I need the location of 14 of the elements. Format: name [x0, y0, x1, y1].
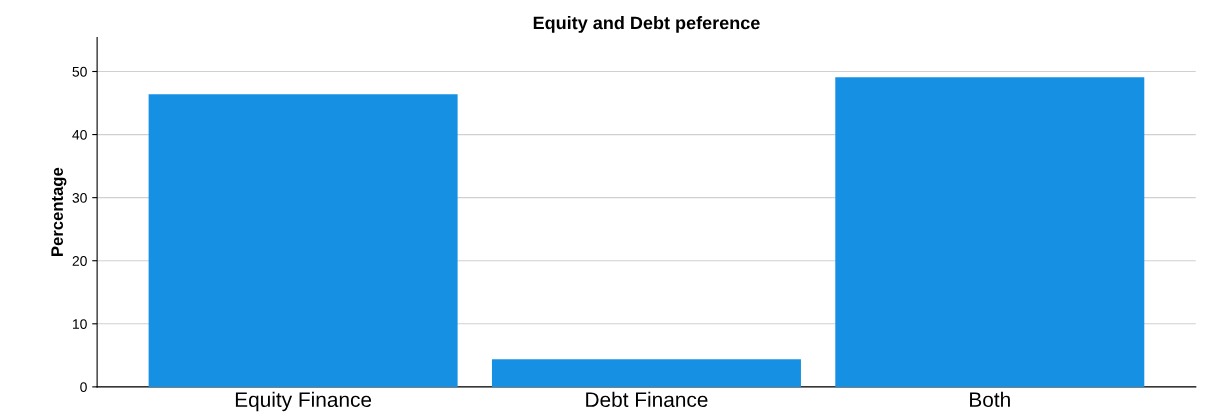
y-tick-label: 40 — [72, 129, 87, 140]
bar — [835, 77, 1145, 387]
y-tick-label: 20 — [72, 256, 87, 266]
x-tick-label: Both — [970, 391, 1010, 408]
y-axis-title: Percentage — [51, 167, 67, 256]
bar — [148, 94, 458, 387]
y-tick-label: 0 — [80, 382, 87, 393]
y-tick-label: 10 — [73, 319, 87, 329]
x-tick-label: Equity Finance — [235, 391, 372, 412]
y-tick-label: 30 — [72, 192, 87, 203]
chart-title: Equity and Debt peference — [533, 16, 760, 33]
x-tick-label: Debt Finance — [586, 391, 708, 408]
bar — [491, 359, 801, 387]
y-tick-label: 50 — [72, 66, 87, 77]
